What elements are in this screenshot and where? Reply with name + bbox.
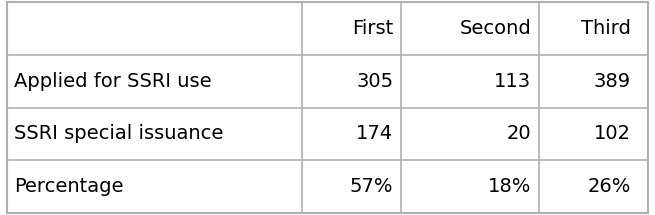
Text: 26%: 26% xyxy=(588,177,631,196)
Text: 389: 389 xyxy=(594,72,631,91)
Text: Second: Second xyxy=(460,19,531,38)
Text: Third: Third xyxy=(581,19,631,38)
Text: 305: 305 xyxy=(356,72,394,91)
Text: 20: 20 xyxy=(507,124,531,143)
Text: First: First xyxy=(352,19,394,38)
Text: 18%: 18% xyxy=(488,177,531,196)
Text: Applied for SSRI use: Applied for SSRI use xyxy=(14,72,212,91)
Text: Percentage: Percentage xyxy=(14,177,124,196)
Text: 113: 113 xyxy=(495,72,531,91)
Text: 102: 102 xyxy=(594,124,631,143)
Text: 174: 174 xyxy=(356,124,394,143)
Text: 57%: 57% xyxy=(350,177,394,196)
Text: SSRI special issuance: SSRI special issuance xyxy=(14,124,224,143)
